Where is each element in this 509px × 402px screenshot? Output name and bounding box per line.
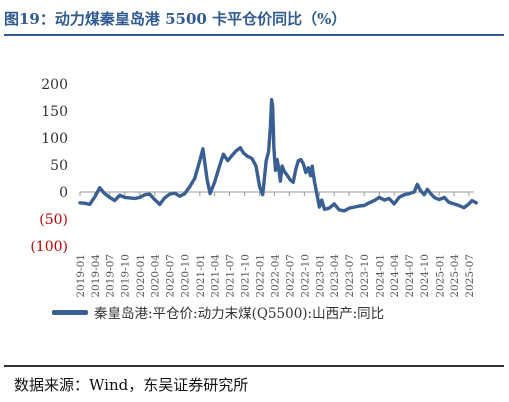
x-tick-label-0: 2019-01 bbox=[75, 254, 87, 298]
y-tick-label-4: 0 bbox=[59, 185, 68, 201]
x-tick-label-22: 2024-07 bbox=[404, 254, 416, 298]
x-tick-label-24: 2025-01 bbox=[434, 254, 446, 298]
legend: 秦皇岛港:平仓价:动力末煤(Q5500):山西产:同比 bbox=[52, 302, 384, 322]
x-tick-label-18: 2023-07 bbox=[344, 254, 356, 298]
x-tick-label-13: 2022-04 bbox=[269, 254, 281, 298]
x-tick-label-23: 2024-10 bbox=[419, 254, 431, 298]
x-tick-label-14: 2022-07 bbox=[284, 254, 296, 298]
x-tick-label-20: 2024-01 bbox=[374, 254, 386, 298]
series-line bbox=[78, 98, 478, 213]
legend-label: 秦皇岛港:平仓价:动力末煤(Q5500):山西产:同比 bbox=[94, 306, 385, 322]
y-tick-label-5: (50) bbox=[39, 212, 68, 228]
x-tick-label-25: 2025-04 bbox=[449, 254, 461, 298]
legend-swatch bbox=[52, 309, 88, 315]
x-tick-label-1: 2019-04 bbox=[90, 254, 102, 298]
y-tick-label-6: (100) bbox=[30, 239, 68, 255]
y-tick-label-3: 50 bbox=[50, 158, 68, 174]
x-tick-label-3: 2019-10 bbox=[120, 254, 132, 298]
y-tick-label-1: 150 bbox=[41, 104, 68, 120]
x-tick-label-10: 2021-07 bbox=[224, 254, 236, 298]
x-tick-label-6: 2020-07 bbox=[165, 254, 177, 298]
source-rule bbox=[4, 365, 504, 367]
x-tick-label-26: 2025-07 bbox=[464, 254, 476, 298]
title-rule bbox=[4, 34, 504, 36]
x-tick-label-5: 2020-04 bbox=[150, 254, 162, 298]
x-tick-label-16: 2023-01 bbox=[314, 254, 326, 298]
x-tick-label-19: 2023-10 bbox=[359, 254, 371, 298]
y-tick-label-0: 200 bbox=[41, 77, 68, 93]
x-tick-label-8: 2021-01 bbox=[195, 254, 207, 298]
x-tick-label-2: 2019-07 bbox=[105, 254, 117, 298]
figure-title: 图19：动力煤秦皇岛港 5500 卡平仓价同比（%） bbox=[4, 10, 347, 28]
x-tick-label-15: 2022-10 bbox=[299, 254, 311, 298]
x-tick-label-21: 2024-04 bbox=[389, 254, 401, 298]
x-tick-label-12: 2022-01 bbox=[255, 254, 267, 298]
x-tick-label-7: 2020-10 bbox=[180, 254, 192, 298]
y-tick-label-2: 100 bbox=[41, 131, 68, 147]
x-tick-label-9: 2021-04 bbox=[210, 254, 222, 298]
x-tick-label-11: 2021-10 bbox=[240, 254, 252, 298]
x-tick-label-17: 2023-04 bbox=[329, 254, 341, 298]
x-tick-label-4: 2020-01 bbox=[135, 254, 147, 298]
source-note: 数据来源：Wind，东吴证券研究所 bbox=[14, 376, 249, 394]
